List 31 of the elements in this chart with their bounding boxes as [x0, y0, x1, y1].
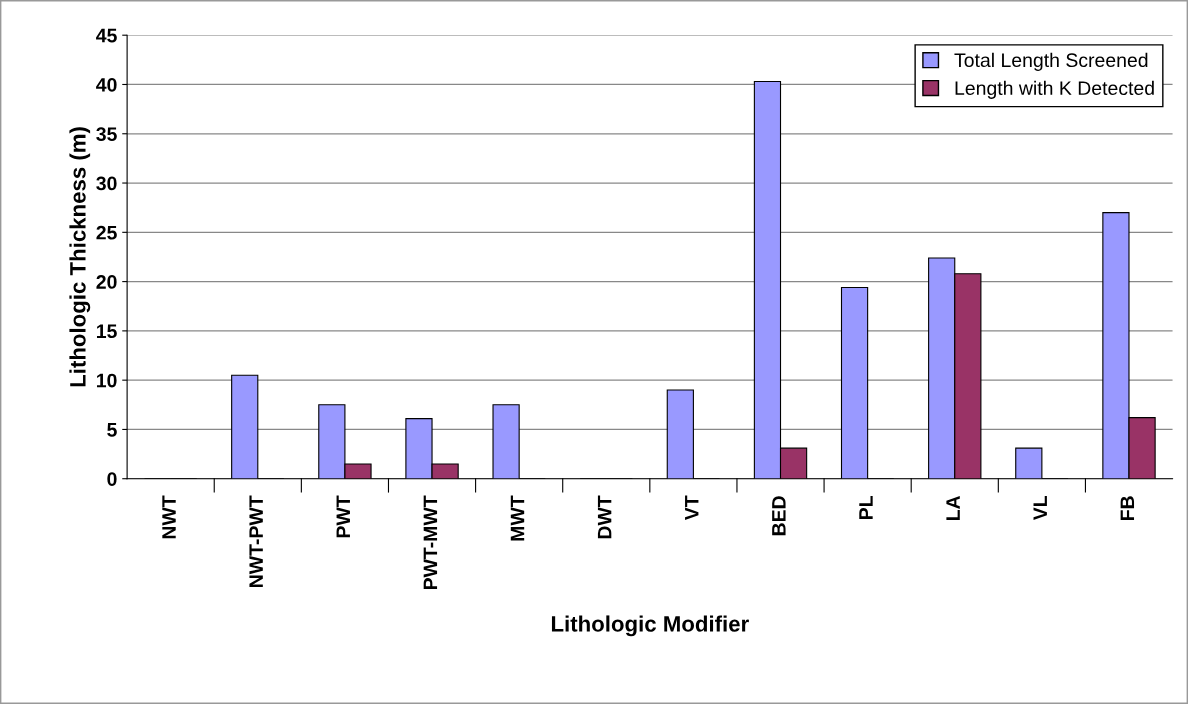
- x-tick-label: VL: [1033, 495, 1047, 521]
- y-tick-label: 35: [96, 127, 117, 142]
- y-tick-label: 20: [96, 275, 117, 289]
- y-tick-label: 5: [107, 423, 117, 437]
- y-tick-label: 15: [96, 324, 117, 339]
- y-tick-label: 0: [107, 472, 117, 486]
- y-tick-label: 30: [96, 176, 117, 191]
- y-tick-label: 25: [96, 225, 117, 240]
- x-tick-label: PWT-MWT: [423, 495, 438, 590]
- bar: [840, 286, 869, 479]
- x-tick-label: DWT: [597, 495, 612, 539]
- y-tick-label: 40: [96, 77, 117, 92]
- y-axis-title: Lithologic Thickness (m): [69, 127, 91, 387]
- x-tick-label: PWT: [336, 495, 350, 538]
- bar: [666, 389, 694, 479]
- x-tick-label: PL: [859, 495, 873, 519]
- bar: [492, 404, 520, 479]
- bar: [231, 374, 259, 479]
- x-tick-label: FB: [1120, 496, 1135, 521]
- x-tick-label: LA: [946, 495, 960, 521]
- y-tick-label: 10: [96, 373, 117, 388]
- y-tick-label: 45: [96, 28, 117, 43]
- x-tick-label: VT: [685, 495, 699, 521]
- x-tick-label: NWT-PWT: [249, 495, 263, 587]
- x-axis-title: Lithologic Modifier: [551, 615, 749, 637]
- x-tick-label: BED: [772, 496, 786, 536]
- x-tick-label: NWT: [162, 495, 176, 539]
- x-tick-label: MWT: [510, 495, 525, 541]
- legend-label: Total Length Screened: [954, 52, 1148, 71]
- legend-label: Length with K Detected: [955, 80, 1154, 99]
- bar: [1015, 447, 1043, 479]
